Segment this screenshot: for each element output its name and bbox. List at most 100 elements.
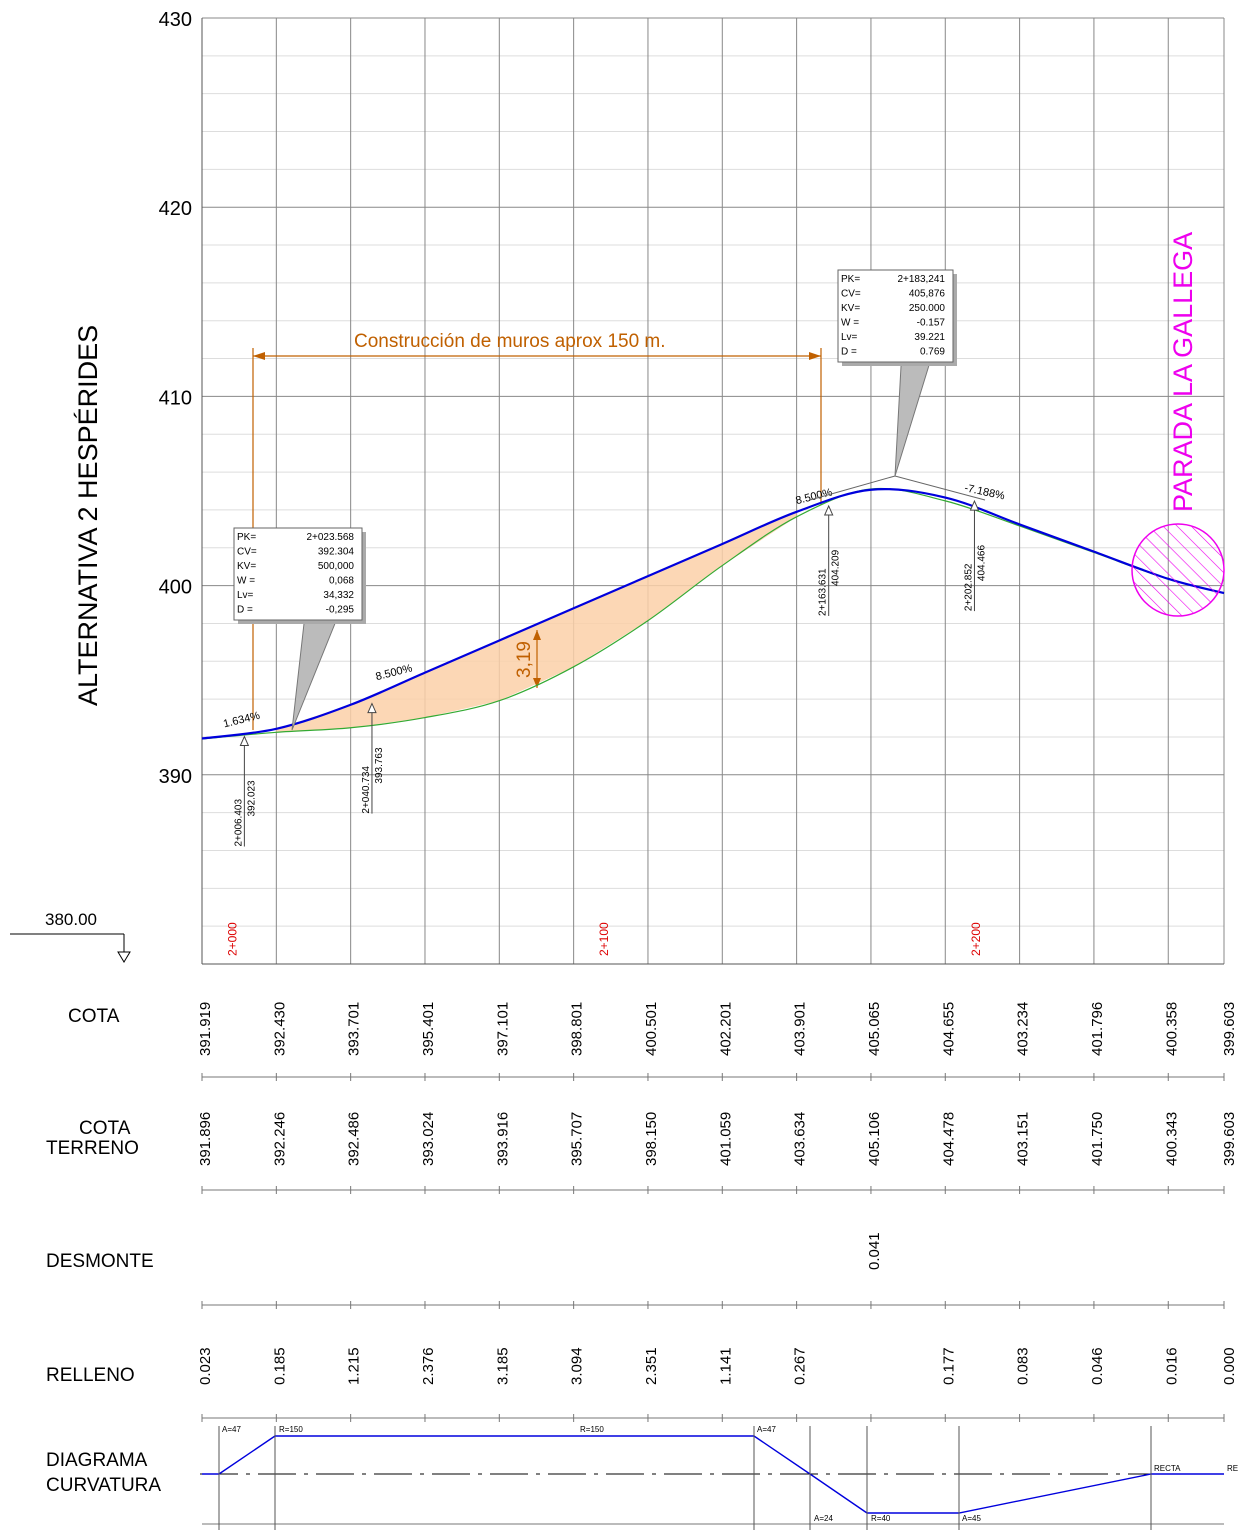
grade-line — [201, 488, 1225, 740]
box-frame — [233, 527, 363, 621]
major-grid: 390 400 410 420 430 — [159, 9, 1225, 965]
datum-arrow — [117, 951, 131, 963]
band-value: 391.919 — [197, 1002, 214, 1056]
band-label-cota-terreno-2: TERRENO — [46, 1138, 139, 1159]
band-value: 392.430 — [271, 1002, 288, 1056]
curvature-label: R=150 — [279, 1425, 303, 1434]
marker-pk: 2+202.852 — [963, 563, 974, 611]
band-value: 399.603 — [1221, 1112, 1238, 1166]
wall-arrow-right — [809, 352, 821, 360]
band-value: 403.901 — [792, 1002, 809, 1056]
marker-pk: 2+163.631 — [818, 568, 829, 616]
box-key: W = — [841, 318, 859, 329]
band-value: 398.150 — [643, 1112, 660, 1166]
band-layer: 391.919 392.430 393.701 395.401 397.101 398.8… — [197, 1002, 1238, 1530]
box-value: 392.304 — [318, 547, 355, 558]
box-key: PK= — [841, 274, 860, 285]
band-label-curvatura-1: DIAGRAMA — [46, 1450, 148, 1471]
curvature-label: RECTA — [1154, 1464, 1181, 1473]
marker-triangle — [367, 702, 377, 714]
band-value: 403.151 — [1015, 1112, 1032, 1166]
band-value: 401.796 — [1089, 1002, 1106, 1056]
box-key: Lv= — [841, 332, 858, 343]
wall-extent-lines — [252, 348, 822, 730]
band-value: 0.000 — [1221, 1347, 1238, 1385]
band-value: 398.801 — [569, 1002, 586, 1056]
band-label-desmonte: DESMONTE — [46, 1251, 154, 1272]
box-value: 0.769 — [920, 347, 945, 358]
vertical-curve-box: PK= 2+023.568 CV= 392.304 KV= 500,000 W = 0,068… — [233, 527, 366, 731]
band-value: 397.101 — [494, 1002, 511, 1056]
box-value: 0,068 — [329, 576, 354, 587]
band-value: 404.655 — [940, 1002, 957, 1056]
marker-pk: 2+040.734 — [361, 766, 372, 814]
marker-triangle — [969, 499, 980, 511]
band-value: 393.916 — [494, 1112, 511, 1166]
band-value: 403.634 — [792, 1112, 809, 1166]
curvature-label: A=24 — [814, 1514, 833, 1523]
band-value: 403.234 — [1015, 1002, 1032, 1056]
box-key: CV= — [237, 547, 257, 558]
box-value: -0,295 — [326, 605, 355, 616]
callout-pointer — [894, 361, 931, 477]
box-frame — [837, 269, 954, 363]
box-key: D = — [841, 347, 857, 358]
band-label-cota: COTA — [68, 1006, 120, 1027]
curvature-label: R=40 — [871, 1514, 891, 1523]
band-value: 399.603 — [1221, 1002, 1238, 1056]
pk-label: 2+000 — [226, 922, 240, 956]
grade-label: 1.634% — [222, 710, 261, 731]
band-value: 0.185 — [271, 1347, 288, 1385]
curvature-label: R=150 — [580, 1425, 604, 1434]
curvature-label: RE — [1227, 1464, 1238, 1473]
box-value: 250.000 — [909, 303, 946, 314]
band-value: 402.201 — [717, 1002, 734, 1056]
stop-circle — [1131, 523, 1225, 617]
band-value: 395.707 — [569, 1112, 586, 1166]
wall-note: Construcción de muros aprox 150 m. — [354, 331, 666, 352]
band-value: 0.267 — [792, 1347, 809, 1385]
box-key: CV= — [841, 289, 861, 300]
band-value: 395.401 — [420, 1002, 437, 1056]
band-value: 400.358 — [1163, 1002, 1180, 1056]
band-value: 393.024 — [420, 1112, 437, 1166]
minor-grid — [202, 55, 1224, 927]
vertex-lines — [809, 475, 986, 501]
band-label-curvatura-2: CURVATURA — [46, 1475, 161, 1496]
box-key: KV= — [841, 303, 860, 314]
band-value: 392.246 — [271, 1112, 288, 1166]
band-value: 3.094 — [569, 1347, 586, 1385]
box-value: 39.221 — [914, 332, 945, 343]
band-value: 401.750 — [1089, 1112, 1106, 1166]
wall-arrow-left — [253, 352, 265, 360]
curvature-label: A=47 — [222, 1425, 241, 1434]
band-label-relleno: RELLENO — [46, 1365, 135, 1386]
band-value: 405.106 — [866, 1112, 883, 1166]
marker-z: 404.209 — [831, 549, 842, 586]
band-value: 400.501 — [643, 1002, 660, 1056]
y-tick-label: 420 — [159, 198, 192, 220]
vertical-curve-box: PK= 2+183,241 CV= 405,876 KV= 250.000 W = -0.15… — [837, 269, 957, 477]
depth-label: 3,19 — [514, 641, 535, 678]
pk-label: 2+100 — [597, 922, 611, 956]
band-value: 2.376 — [420, 1347, 437, 1385]
band-value: 1.141 — [717, 1347, 734, 1385]
y-tick-label: 430 — [159, 9, 192, 31]
band-value: 0.016 — [1163, 1347, 1180, 1385]
marker-triangle — [239, 735, 250, 747]
datum-label: 380.00 — [45, 910, 97, 929]
marker-z: 392.023 — [246, 780, 257, 817]
band-value: 0.083 — [1015, 1347, 1032, 1385]
band-value: 0.041 — [866, 1232, 883, 1270]
curvature-label: A=47 — [757, 1425, 776, 1434]
grade-label: 8.500% — [794, 486, 833, 507]
curvature-label: A=45 — [962, 1514, 981, 1523]
box-key: Lv= — [237, 590, 254, 601]
box-key: KV= — [237, 561, 256, 572]
band-value: 391.896 — [197, 1112, 214, 1166]
series-layer — [201, 487, 1225, 740]
band-label-cota-terreno-1: COTA — [79, 1118, 131, 1139]
band-value: 0.046 — [1089, 1347, 1106, 1385]
band-value: 0.177 — [940, 1347, 957, 1385]
